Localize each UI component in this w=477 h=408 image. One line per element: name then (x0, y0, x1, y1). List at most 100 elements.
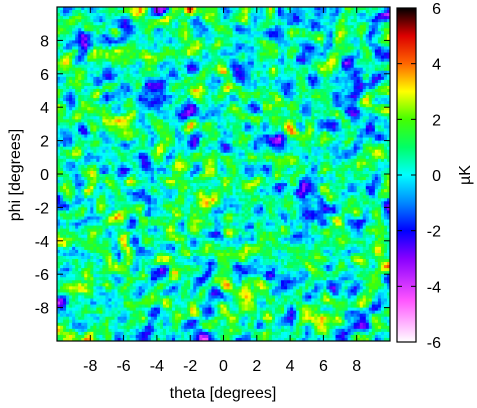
heatmap-cell (362, 140, 367, 145)
heatmap-cell (314, 104, 318, 108)
heatmap-cell (90, 67, 94, 72)
heatmap-cell (57, 131, 61, 135)
heatmap-cell (374, 31, 379, 35)
heatmap-cell (250, 134, 255, 138)
heatmap-cell (287, 104, 291, 108)
heatmap-cell (293, 82, 297, 87)
heatmap-cell (365, 131, 370, 135)
heatmap-cell (262, 119, 267, 123)
heatmap-cell (293, 134, 297, 138)
heatmap-cell (184, 37, 188, 41)
heatmap-cell (178, 119, 182, 123)
heatmap-cell (380, 16, 385, 20)
heatmap-cell (374, 88, 379, 93)
heatmap-cell (205, 140, 209, 145)
heatmap-cell (153, 113, 158, 117)
heatmap-cell (268, 13, 273, 17)
heatmap-cell (81, 107, 85, 111)
heatmap-cell (132, 85, 137, 90)
heatmap-cell (172, 22, 176, 26)
heatmap-cell (247, 34, 252, 38)
heatmap-cell (235, 67, 240, 72)
heatmap-cell (226, 79, 230, 84)
heatmap-cell (256, 131, 261, 135)
heatmap-cell (162, 22, 167, 26)
heatmap-cell (247, 40, 252, 44)
heatmap-cell (57, 119, 61, 123)
heatmap-cell (150, 49, 155, 53)
heatmap-cell (296, 85, 300, 90)
heatmap-cell (326, 122, 330, 126)
heatmap-cell (196, 25, 200, 29)
heatmap-cell (162, 64, 167, 69)
heatmap-cell (190, 64, 194, 69)
heatmap-cell (75, 73, 79, 78)
heatmap-cell (217, 61, 221, 66)
heatmap-cell (117, 82, 121, 87)
heatmap-cell (277, 131, 282, 135)
heatmap-cell (256, 43, 261, 47)
heatmap-cell (320, 64, 324, 69)
heatmap-cell (305, 92, 309, 96)
heatmap-cell (156, 34, 161, 38)
heatmap-cell (305, 64, 309, 69)
heatmap-cell (223, 76, 227, 81)
heatmap-cell (135, 85, 140, 90)
heatmap-cell (84, 19, 88, 23)
heatmap-cell (238, 95, 243, 99)
heatmap-cell (344, 137, 349, 141)
heatmap-cell (281, 140, 285, 145)
heatmap-cell (208, 55, 212, 60)
heatmap-cell (129, 7, 134, 11)
heatmap-cell (386, 82, 391, 87)
heatmap-cell (293, 76, 297, 81)
heatmap-cell (359, 31, 364, 35)
heatmap-cell (281, 85, 285, 90)
heatmap-cell (284, 61, 288, 66)
heatmap-cell (241, 25, 246, 29)
heatmap-cell (123, 107, 128, 111)
heatmap-cell (359, 55, 364, 60)
heatmap-cell (138, 95, 143, 99)
heatmap-cell (335, 16, 339, 20)
heatmap-cell (326, 131, 330, 135)
heatmap-cell (66, 143, 70, 148)
heatmap-cell (175, 116, 179, 120)
heatmap-cell (238, 119, 243, 123)
heatmap-cell (311, 76, 315, 81)
heatmap-cell (199, 125, 203, 129)
heatmap-cell (256, 13, 261, 17)
heatmap-cell (274, 98, 279, 102)
heatmap-cell (338, 49, 342, 53)
heatmap-cell (102, 34, 106, 38)
heatmap-cell (208, 16, 212, 20)
heatmap-cell (120, 128, 124, 132)
heatmap-cell (141, 107, 146, 111)
heatmap-cell (129, 31, 134, 35)
heatmap-cell (156, 64, 161, 69)
heatmap-cell (87, 64, 91, 69)
heatmap-cell (338, 110, 342, 114)
heatmap-cell (341, 116, 345, 120)
heatmap-cell (105, 10, 109, 14)
heatmap-cell (178, 40, 182, 44)
heatmap-cell (93, 55, 97, 60)
heatmap-cell (196, 122, 200, 126)
heatmap-cell (365, 13, 370, 17)
heatmap-cell (72, 73, 76, 78)
heatmap-cell (193, 125, 197, 129)
heatmap-cell (181, 49, 185, 53)
heatmap-cell (365, 58, 370, 63)
heatmap-cell (235, 119, 240, 123)
heatmap-cell (96, 140, 100, 145)
heatmap-cell (232, 55, 237, 60)
heatmap-cell (87, 79, 91, 84)
heatmap-cell (253, 37, 258, 41)
heatmap-cell (99, 122, 103, 126)
heatmap-cell (208, 40, 212, 44)
heatmap-cell (93, 25, 97, 29)
heatmap-cell (138, 40, 143, 44)
heatmap-cell (57, 134, 61, 138)
heatmap-cell (187, 131, 191, 135)
heatmap-cell (350, 76, 355, 81)
